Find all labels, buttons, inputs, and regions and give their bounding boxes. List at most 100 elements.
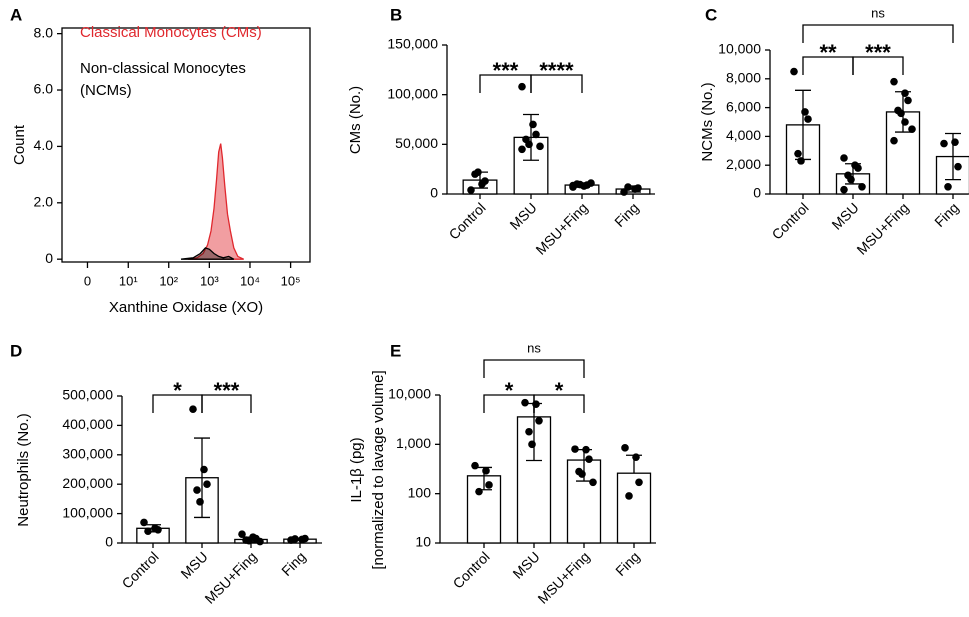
data-point (529, 120, 537, 129)
data-point (790, 67, 798, 76)
y-tick-label: 6,000 (726, 98, 761, 114)
density-area (188, 143, 244, 260)
data-point (797, 157, 805, 165)
data-point (193, 486, 201, 494)
data-point (890, 77, 898, 86)
data-point (569, 181, 577, 190)
x-tick-label: 10⁴ (240, 273, 260, 288)
significance-label: **** (539, 58, 574, 83)
data-point (256, 537, 264, 546)
significance-bracket (530, 74, 583, 93)
data-point (525, 140, 533, 149)
y-tick-label: 300,000 (62, 446, 113, 462)
y-tick-label: 500,000 (62, 387, 113, 403)
y-tick-label: 150,000 (387, 36, 438, 52)
bar (885, 111, 921, 195)
data-point (485, 481, 493, 489)
x-tick-label: MSU (177, 548, 210, 581)
y-tick-label: 100,000 (387, 85, 438, 101)
legend-entry: Non-classical Monocytes (NCMs) (80, 60, 246, 99)
x-tick-label: MSU (509, 548, 542, 581)
data-point (904, 96, 912, 105)
significance-label: ns (527, 340, 541, 355)
data-point (632, 453, 640, 461)
y-tick-label: 50,000 (395, 135, 438, 151)
panel-label: D (10, 341, 22, 360)
y-axis-label: NCMs (No.) (699, 82, 716, 161)
data-point (890, 136, 898, 145)
data-point (794, 149, 802, 158)
significance-label: *** (493, 58, 519, 83)
y-tick-label: 100,000 (62, 504, 113, 520)
y-axis-label: IL-1β (pg) (348, 437, 365, 502)
x-tick-label: 10⁵ (281, 273, 301, 288)
x-tick-label: Fing (278, 548, 309, 579)
data-point (897, 109, 905, 118)
data-point (532, 400, 540, 409)
data-point (635, 478, 643, 487)
significance-label: * (505, 378, 514, 403)
y-tick-label: 400,000 (62, 416, 113, 432)
data-point (901, 118, 909, 126)
data-point (525, 427, 533, 436)
panel-label: E (390, 341, 401, 360)
y-tick-label: 0 (105, 534, 113, 550)
data-point (940, 139, 948, 148)
data-point (589, 478, 597, 487)
data-point (840, 154, 848, 162)
x-tick-label: MSU (828, 199, 861, 232)
y-tick-label: 0 (753, 185, 761, 201)
data-point (582, 445, 590, 454)
data-point (189, 405, 197, 414)
data-point (571, 445, 579, 453)
density-area (180, 247, 235, 260)
data-point (475, 487, 483, 496)
x-tick-label: Fing (612, 548, 643, 579)
y-tick-label: 4,000 (726, 127, 761, 143)
x-tick-label: MSU+Fing (201, 548, 259, 606)
y-axis-label: Neutrophils (No.) (15, 413, 32, 526)
x-tick-label: Control (119, 548, 162, 591)
data-point (951, 138, 959, 146)
data-point (944, 183, 952, 191)
y-axis-label: CMs (No.) (347, 86, 364, 154)
data-point (801, 108, 809, 116)
data-point (291, 535, 299, 543)
data-point (482, 467, 490, 475)
x-tick-label: 0 (84, 273, 91, 288)
y-tick-label: 2.0 (34, 193, 54, 209)
y-tick-label: 2,000 (726, 156, 761, 172)
data-point (625, 492, 633, 500)
data-point (908, 125, 916, 133)
x-tick-label: Control (446, 199, 489, 242)
data-point (532, 130, 540, 139)
data-point (196, 498, 204, 506)
data-point (154, 525, 162, 534)
data-point (481, 177, 489, 185)
x-tick-label: Control (450, 548, 493, 591)
x-tick-label: MSU+Fing (853, 199, 911, 257)
data-point (518, 82, 526, 91)
significance-label: ** (819, 40, 837, 65)
plot-frame (61, 27, 311, 263)
significance-bracket (852, 56, 904, 75)
x-tick-label: MSU+Fing (532, 199, 590, 257)
significance-bracket (533, 394, 585, 413)
y-tick-label: 8.0 (34, 24, 54, 40)
x-tick-label: 10³ (200, 273, 219, 288)
data-point (585, 455, 593, 463)
significance-bracket (483, 359, 585, 378)
significance-label: *** (214, 378, 240, 403)
x-tick-label: Fing (611, 199, 642, 230)
data-point (238, 530, 246, 538)
x-tick-label: 10¹ (119, 273, 138, 288)
panel-label: B (390, 5, 402, 24)
y-tick-label: 200,000 (62, 475, 113, 491)
legend-entry: Classical Monocytes (CMs) (80, 24, 262, 41)
data-point (840, 185, 848, 194)
y-tick-label: 0 (45, 250, 53, 266)
data-point (528, 440, 536, 449)
significance-label: *** (865, 40, 891, 65)
data-point (901, 89, 909, 97)
